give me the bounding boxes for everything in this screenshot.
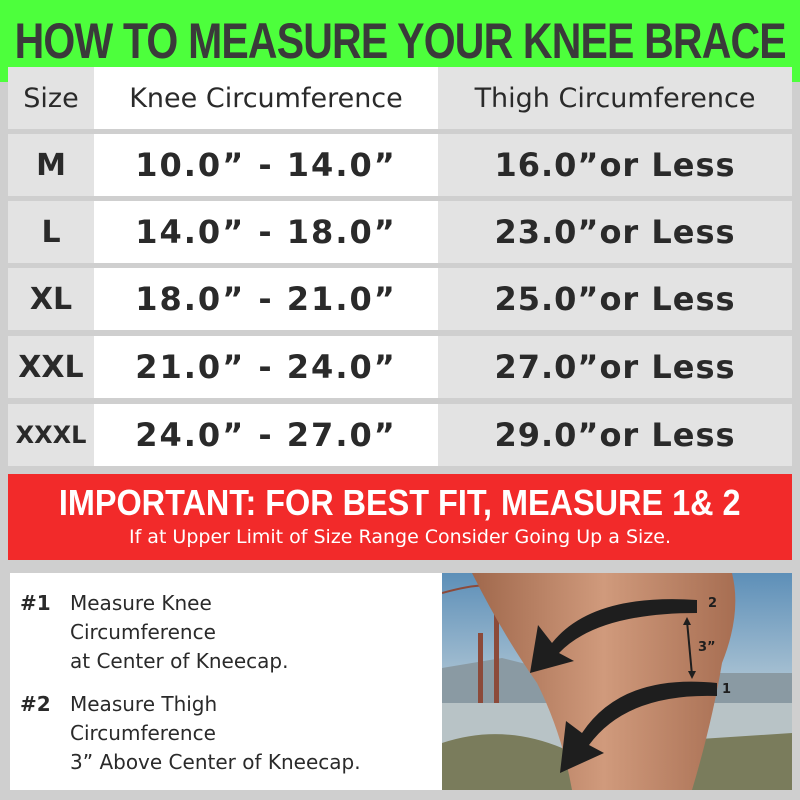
step-line: Measure Thigh <box>70 692 218 716</box>
size-cell: XXXL <box>8 404 94 466</box>
table-row: L 14.0” - 18.0” 23.0”or Less <box>8 201 792 263</box>
banner-subline: If at Upper Limit of Size Range Consider… <box>128 526 672 548</box>
thigh-cell: 27.0”or Less <box>438 336 792 398</box>
knee-photo: 2 1 3” <box>442 573 792 790</box>
header-knee: Knee Circumference <box>94 67 438 129</box>
knee-cell: 14.0” - 18.0” <box>94 201 438 263</box>
size-cell: L <box>8 201 94 263</box>
knee-illustration: 2 1 3” <box>442 573 792 790</box>
table-row: XXXL 24.0” - 27.0” 29.0”or Less <box>8 404 792 466</box>
step-line: at Center of Kneecap. <box>70 649 289 673</box>
knee-cell: 10.0” - 14.0” <box>94 134 438 196</box>
size-cell: XXL <box>8 336 94 398</box>
banner-headline: IMPORTANT: FOR BEST FIT, MEASURE 1& 2 <box>59 482 741 523</box>
header-size: Size <box>8 67 94 129</box>
step-line: 3” Above Center of Kneecap. <box>70 750 361 774</box>
title-text: HOW TO MEASURE YOUR KNEE BRACE <box>14 13 786 69</box>
table-row: M 10.0” - 14.0” 16.0”or Less <box>8 134 792 196</box>
knee-cell: 18.0” - 21.0” <box>94 268 438 330</box>
size-cell: M <box>8 134 94 196</box>
step-1: #1 Measure Knee Circumference at Center … <box>20 589 442 676</box>
step-number: #1 <box>20 591 51 615</box>
header-thigh: Thigh Circumference <box>438 67 792 129</box>
step-line: Circumference <box>70 620 216 644</box>
table-header: Size Knee Circumference Thigh Circumfere… <box>8 67 792 129</box>
thigh-cell: 25.0”or Less <box>438 268 792 330</box>
thigh-cell: 23.0”or Less <box>438 201 792 263</box>
step-line: Circumference <box>70 721 216 745</box>
important-banner: IMPORTANT: FOR BEST FIT, MEASURE 1& 2 If… <box>8 474 792 560</box>
size-cell: XL <box>8 268 94 330</box>
distance-label: 3” <box>698 640 716 655</box>
instructions-panel: #1 Measure Knee Circumference at Center … <box>10 573 442 790</box>
knee-cell: 21.0” - 24.0” <box>94 336 438 398</box>
step-number: #2 <box>20 692 51 716</box>
thigh-cell: 16.0”or Less <box>438 134 792 196</box>
table-row: XXL 21.0” - 24.0” 27.0”or Less <box>8 336 792 398</box>
step-line: Measure Knee <box>70 591 212 615</box>
label-2: 2 <box>708 596 717 611</box>
knee-cell: 24.0” - 27.0” <box>94 404 438 466</box>
thigh-cell: 29.0”or Less <box>438 404 792 466</box>
table-row: XL 18.0” - 21.0” 25.0”or Less <box>8 268 792 330</box>
label-1: 1 <box>722 682 731 697</box>
step-2: #2 Measure Thigh Circumference 3” Above … <box>20 690 442 777</box>
